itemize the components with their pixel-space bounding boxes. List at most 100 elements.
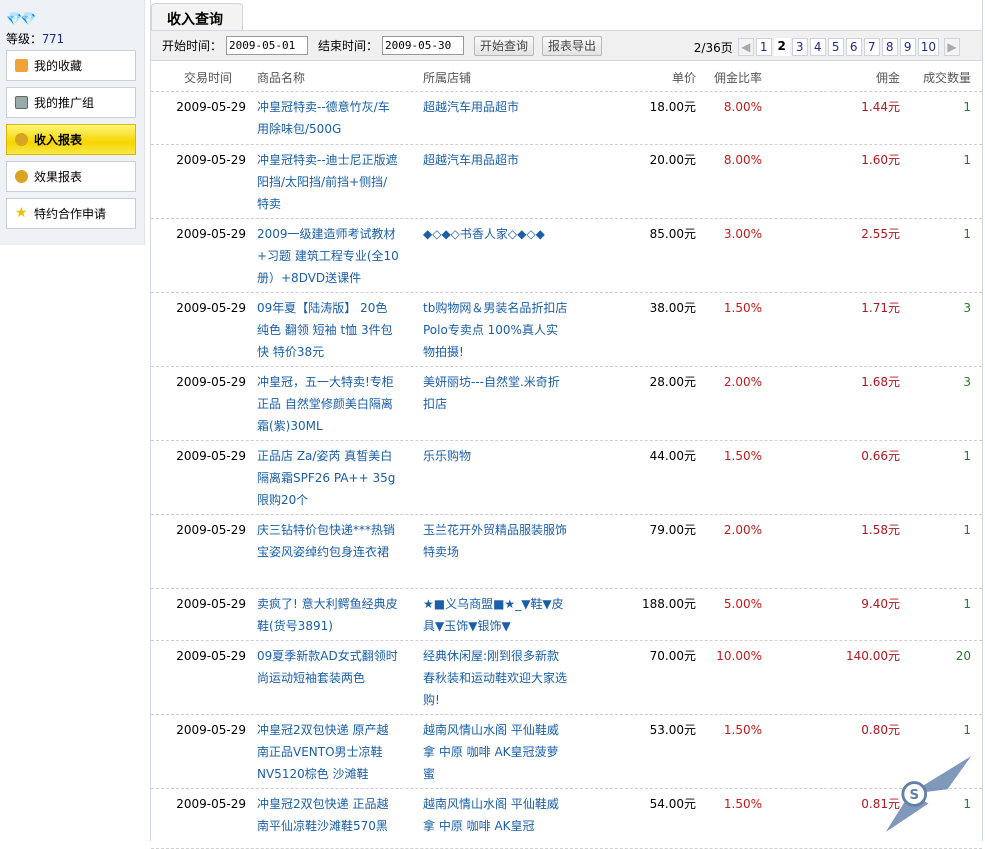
level-label: 等级：	[6, 32, 43, 46]
sidebar-item-income-report[interactable]: 收入报表	[6, 124, 136, 155]
cell-date: 2009-05-29	[176, 100, 246, 114]
query-button[interactable]: 开始查询	[474, 35, 535, 56]
tab-income-query[interactable]: 收入查询	[151, 3, 243, 31]
shop-link[interactable]: ◆◇◆◇书香人家◇◆◇◆	[423, 227, 545, 241]
product-name-link[interactable]: 冲皇冠特卖--迪士尼正版遮阳挡/太阳挡/前挡+侧挡/特卖	[257, 153, 398, 211]
cell-price: 28.00元	[649, 375, 696, 389]
main-panel: 收入查询 开始时间： 结束时间： 开始查询 报表导出 2/36页 ◀ 1 2 3…	[150, 0, 983, 849]
table-row: 2009-05-29 09年夏【陆涛版】 20色纯色 翻领 短袖 t恤 3件包快 …	[151, 293, 982, 367]
cell-commission: 140.00元	[846, 649, 900, 663]
cell-rate: 1.50%	[723, 301, 762, 315]
cell-rate: 10.00%	[716, 649, 762, 663]
shop-link[interactable]: 玉兰花开外贸精品服装服饰特卖场	[423, 523, 568, 559]
cell-commission: 1.58元	[861, 523, 900, 537]
page-info: 2/36页	[693, 40, 733, 55]
cell-qty: 3	[963, 301, 971, 315]
page-link[interactable]: 1	[755, 38, 772, 56]
cell-commission: 0.81元	[861, 797, 900, 811]
shop-link[interactable]: tb购物网＆男装名品折扣店 Polo专卖点 100%真人实物拍摄!	[423, 301, 568, 359]
sidebar-item-cooperation[interactable]: ★ 特约合作申请	[6, 198, 136, 229]
start-date-label: 开始时间：	[162, 39, 223, 53]
sidebar-item-favorites[interactable]: 我的收藏	[6, 50, 136, 81]
sidebar-item-label: 效果报表	[34, 170, 83, 184]
pagination: 2/36页 ◀ 1 2 3 4 5 6 7 8 9 10 ▶	[694, 38, 960, 56]
table-row: 2009-05-29 冲皇冠2双包快递 原产越南正品VENTO男士凉鞋NV5120…	[151, 715, 982, 789]
cell-commission: 2.55元	[861, 227, 900, 241]
shop-link[interactable]: 超越汽车用品超市	[423, 153, 520, 167]
start-date-input[interactable]	[226, 36, 309, 55]
shop-link[interactable]: 越南风情山水阁 平仙鞋威拿 中原 咖啡 AK皇冠菠萝蜜	[423, 723, 559, 781]
page-link[interactable]: 4	[809, 38, 826, 56]
shop-link[interactable]: 越南风情山水阁 平仙鞋威拿 中原 咖啡 AK皇冠	[423, 797, 559, 833]
cell-qty: 1	[963, 797, 971, 811]
favorite-icon	[15, 59, 28, 72]
page-link[interactable]: 7	[863, 38, 880, 56]
table-row: 2009-05-29 冲皇冠特卖--迪士尼正版遮阳挡/太阳挡/前挡+侧挡/特卖 超越…	[151, 145, 982, 219]
next-page-button[interactable]: ▶	[944, 38, 960, 56]
page-link[interactable]: 9	[899, 38, 916, 56]
cell-price: 79.00元	[649, 523, 696, 537]
cell-price: 54.00元	[649, 797, 696, 811]
cell-date: 2009-05-29	[176, 449, 246, 463]
watermark-logo: S	[885, 756, 972, 832]
cell-commission: 1.71元	[861, 301, 900, 315]
cell-rate: 1.50%	[723, 723, 762, 737]
cell-rate: 8.00%	[723, 153, 762, 167]
cell-date: 2009-05-29	[176, 723, 246, 737]
cell-qty: 1	[963, 523, 971, 537]
cell-commission: 1.68元	[861, 375, 900, 389]
shop-link[interactable]: 美妍丽坊---自然堂.米奇折扣店	[423, 375, 560, 411]
page-link[interactable]: 10	[917, 38, 939, 56]
cell-date: 2009-05-29	[176, 649, 246, 663]
product-name-link[interactable]: 冲皇冠特卖--德意竹灰/车用除味包/500G	[257, 100, 390, 136]
cell-date: 2009-05-29	[176, 301, 246, 315]
cell-rate: 5.00%	[723, 597, 762, 611]
table-row: 2009-05-29 庆三钻特价包快递***热销宝姿风姿绰约包身连衣裙 玉兰花开外贸…	[151, 515, 982, 589]
product-name-link[interactable]: 09夏季新款AD女式翻领时尚运动短袖套装两色	[257, 649, 398, 685]
export-button[interactable]: 报表导出	[542, 35, 603, 56]
page-link[interactable]: 3	[791, 38, 808, 56]
product-name-link[interactable]: 冲皇冠2双包快递 原产越南正品VENTO男士凉鞋NV5120棕色 沙滩鞋	[257, 723, 389, 781]
prev-page-button[interactable]: ◀	[737, 38, 754, 56]
product-name-link[interactable]: 冲皇冠2双包快递 正品越南平仙凉鞋沙滩鞋570黑	[257, 797, 389, 833]
cell-commission: 9.40元	[861, 597, 900, 611]
cell-commission: 1.60元	[861, 153, 900, 167]
sidebar-item-label: 特约合作申请	[34, 207, 107, 221]
cell-qty: 1	[963, 153, 971, 167]
sidebar-item-effect-report[interactable]: 效果报表	[6, 161, 136, 192]
product-name-link[interactable]: 冲皇冠，五一大特卖!专柜正品 自然堂修颜美白隔离霜(紫)30ML	[257, 375, 394, 433]
cell-rate: 8.00%	[723, 100, 762, 114]
table-row: 2009-05-29 冲皇冠，五一大特卖!专柜正品 自然堂修颜美白隔离霜(紫)30…	[151, 367, 982, 441]
cell-price: 85.00元	[649, 227, 696, 241]
product-name-link[interactable]: 09年夏【陆涛版】 20色纯色 翻领 短袖 t恤 3件包快 特价38元	[257, 301, 393, 359]
coins-icon	[15, 170, 28, 183]
shop-link[interactable]: ★■义乌商盟■★_▼鞋▼皮具▼玉饰▼银饰▼	[423, 597, 564, 633]
cell-rate: 2.00%	[723, 523, 762, 537]
shop-link[interactable]: 乐乐购物	[423, 449, 472, 463]
page-link[interactable]: 5	[827, 38, 844, 56]
sidebar-item-promo-group[interactable]: 我的推广组	[6, 87, 136, 118]
diamond-level-icon: 💎💎	[6, 12, 36, 27]
header-qty: 成交数量	[922, 71, 971, 85]
table-row: 2009-05-29 正品店 Za/姿芮 真皙美白隔离霜SPF26 PA++ 35…	[151, 441, 982, 515]
table-row: 2009-05-29 冲皇冠2双包快递 正品越南平仙凉鞋沙滩鞋570黑 越南风情山水…	[151, 789, 982, 849]
page-link[interactable]: 8	[881, 38, 898, 56]
product-name-link[interactable]: 正品店 Za/姿芮 真皙美白隔离霜SPF26 PA++ 35g 限购20个	[257, 449, 396, 507]
cell-price: 188.00元	[642, 597, 696, 611]
header-name: 商品名称	[257, 71, 306, 85]
shop-link[interactable]: 经典休闲屋:刚到很多新款春秋装和运动鞋欢迎大家选购!	[423, 649, 568, 707]
cell-date: 2009-05-29	[176, 227, 246, 241]
cell-date: 2009-05-29	[176, 523, 246, 537]
shop-link[interactable]: 超越汽车用品超市	[423, 100, 520, 114]
product-name-link[interactable]: 卖疯了! 意大利鳄鱼经典皮鞋(货号3891)	[257, 597, 398, 633]
cell-price: 38.00元	[649, 301, 696, 315]
end-date-input[interactable]	[382, 36, 465, 55]
product-name-link[interactable]: 庆三钻特价包快递***热销宝姿风姿绰约包身连衣裙	[257, 523, 396, 559]
sidebar-item-label: 我的推广组	[34, 96, 95, 110]
level-value: 771	[42, 32, 64, 46]
page-link[interactable]: 6	[845, 38, 862, 56]
cell-price: 53.00元	[649, 723, 696, 737]
table-row: 2009-05-29 2009一级建造师考试教材+习题 建筑工程专业(全10册）+…	[151, 219, 982, 293]
cell-price: 70.00元	[649, 649, 696, 663]
product-name-link[interactable]: 2009一级建造师考试教材+习题 建筑工程专业(全10册）+8DVD送课件	[257, 227, 399, 285]
